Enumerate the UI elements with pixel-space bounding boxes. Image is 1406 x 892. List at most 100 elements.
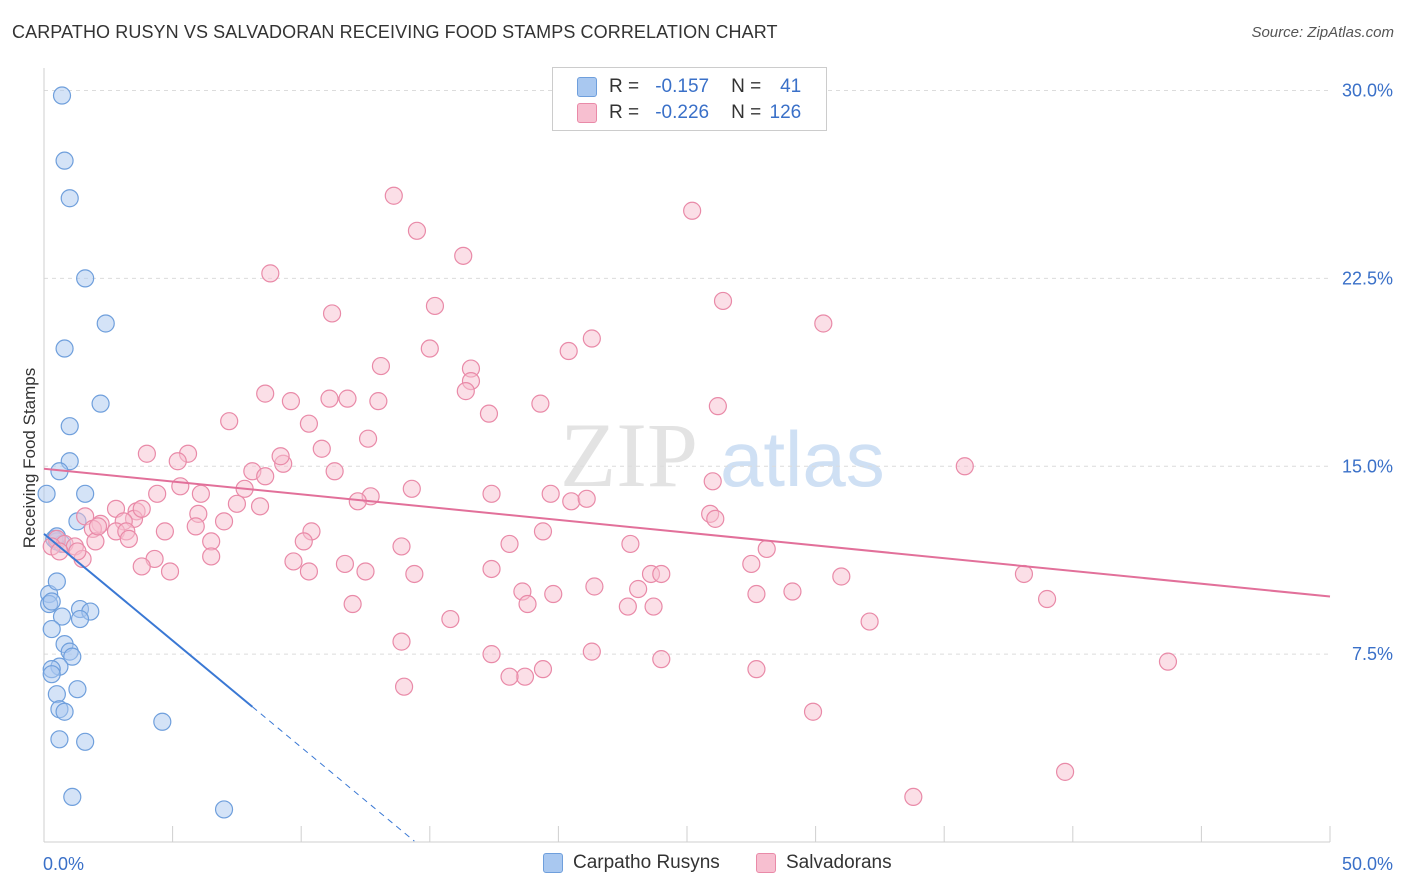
salvadoran-point [132,499,151,518]
salvadoran-point [621,534,640,554]
legend-row-salvadoran: R = -0.226 N = 126 [577,100,801,126]
salvadoran-point [202,547,221,566]
x-tick-label: 0.0% [43,854,84,874]
salvadoran-point [227,494,246,513]
salvadoran-point [343,594,362,614]
salvadoran-point [186,517,205,536]
salvadoran-point [160,562,180,581]
carpatho-point [63,647,82,666]
salvadoran-point [220,412,239,431]
salvadoran-point [500,667,519,686]
salvadoran-point [358,429,378,448]
salvadoran-point [338,389,357,408]
chart-title: CARPATHO RUSYN VS SALVADORAN RECEIVING F… [12,22,778,42]
salvadoran-point [533,522,553,541]
carpatho-point [63,787,82,807]
salvadoran-point [384,186,403,205]
legend-n-label: N = [731,76,762,97]
salvadoran-point [50,542,69,561]
salvadoran-point [585,577,604,596]
carpatho-point [47,572,66,591]
legend-swatch-carpatho [577,77,597,97]
carpatho-point [42,592,61,611]
chart-source: Source: ZipAtlas.com [1251,24,1394,41]
salvadoran-point [369,392,388,411]
salvadoran-trend-line [43,467,1331,598]
salvadoran-point [708,397,727,416]
salvadoran-point [747,660,766,679]
salvadoran-point [299,562,319,581]
salvadoran-point [703,472,722,491]
carpatho-point [153,712,172,731]
salvadoran-point [86,532,105,551]
salvadoran-point [214,512,234,531]
salvadoran-point [582,642,601,661]
bottom-legend-swatch-salvadoran [756,853,776,873]
salvadoran-point [454,246,473,265]
salvadoran-point [1037,589,1057,609]
salvadoran-point [544,584,563,604]
carpatho-point [50,730,69,749]
watermark: ZIP atlas [560,404,885,506]
salvadoran-point [629,579,648,599]
carpatho-point [55,151,74,170]
bottom-legend-salvadoran: Salvadorans [756,852,892,874]
grid-lines [44,90,1330,655]
salvadoran-point [1158,652,1178,671]
salvadoran-point [577,489,596,508]
data-points [37,86,1178,819]
salvadoran-point [402,479,421,498]
salvadoran-point [312,439,331,458]
carpatho-point [60,417,79,436]
salvadoran-point [191,484,210,503]
y-tick-label: 22.5% [1342,268,1393,288]
y-tick-label: 15.0% [1342,456,1393,476]
carpatho-point [52,607,72,626]
legend-r-label: R = [609,76,640,97]
salvadoran-point [456,382,475,401]
carpatho-point [76,732,95,751]
x-tick-label: 50.0% [1342,854,1393,874]
salvadoran-point [747,584,766,604]
salvadoran-point [119,529,138,549]
salvadoran-point [320,389,339,408]
salvadoran-point [955,457,974,476]
carpatho-point [96,314,115,333]
salvadoran-point [407,221,427,240]
salvadoran-point [132,557,151,576]
salvadoran-point [533,660,553,679]
legend-r-value: -0.226 [655,102,710,123]
carpatho-point [37,484,56,503]
salvadoran-point [335,554,355,574]
salvadoran-point [803,702,823,721]
salvadoran-point [518,594,537,614]
salvadoran-point [256,384,275,403]
salvadoran-point [652,564,671,584]
legend-r-value: -0.157 [655,76,710,97]
salvadoran-point [420,339,439,358]
salvadoran-point [261,264,280,283]
salvadoran-point [392,632,411,651]
carpatho-point [68,680,87,699]
salvadoran-point [500,534,519,554]
salvadoran-point [482,645,501,664]
salvadoran-point [713,291,733,311]
salvadoran-point [860,612,879,631]
salvadoran-point [250,497,270,516]
legend-box: R = -0.157 N = 41 R = -0.226 N = 126 [552,67,827,131]
salvadoran-point [562,492,581,511]
salvadoran-point [425,296,445,316]
salvadoran-point [482,559,501,579]
salvadoran-point [271,447,290,466]
watermark-atlas: atlas [720,415,885,503]
carpatho-point [42,619,61,639]
carpatho-point [60,189,79,208]
salvadoran-point [683,201,702,220]
y-tick-label: 7.5% [1352,644,1393,664]
salvadoran-point [904,787,923,807]
salvadoran-point [281,392,301,411]
salvadoran-point [757,539,776,559]
axes [43,68,1331,843]
salvadoran-point [1014,564,1034,584]
